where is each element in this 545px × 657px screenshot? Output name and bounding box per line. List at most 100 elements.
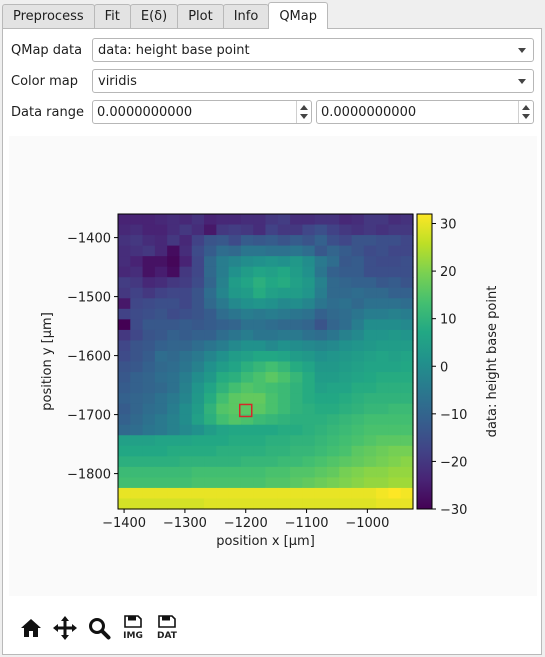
heatmap-cell[interactable] — [376, 340, 389, 351]
heatmap-cell[interactable] — [130, 256, 143, 267]
heatmap-cell[interactable] — [266, 225, 279, 236]
heatmap-cell[interactable] — [278, 383, 291, 394]
heatmap-cell[interactable] — [302, 340, 315, 351]
heatmap-cell[interactable] — [179, 288, 192, 299]
heatmap-cell[interactable] — [339, 330, 352, 341]
heatmap-cell[interactable] — [118, 362, 131, 373]
heatmap-cell[interactable] — [204, 351, 217, 362]
heatmap-cell[interactable] — [204, 246, 217, 257]
heatmap-cell[interactable] — [143, 309, 156, 320]
heatmap-cell[interactable] — [327, 298, 340, 309]
heatmap-cell[interactable] — [315, 467, 328, 478]
heatmap-cell[interactable] — [339, 404, 352, 415]
heatmap-cell[interactable] — [327, 446, 340, 457]
heatmap-cell[interactable] — [352, 425, 365, 436]
heatmap-cell[interactable] — [278, 467, 291, 478]
heatmap-cell[interactable] — [302, 351, 315, 362]
heatmap-cell[interactable] — [266, 467, 279, 478]
heatmap-cell[interactable] — [302, 467, 315, 478]
heatmap-cell[interactable] — [216, 383, 229, 394]
data-range-min-input[interactable]: 0.0000000000 — [92, 100, 312, 124]
heatmap-cell[interactable] — [253, 267, 266, 278]
heatmap-cell[interactable] — [401, 340, 414, 351]
heatmap-cell[interactable] — [352, 267, 365, 278]
heatmap-cell[interactable] — [241, 267, 254, 278]
heatmap-cell[interactable] — [253, 340, 266, 351]
heatmap-cell[interactable] — [143, 404, 156, 415]
heatmap-cell[interactable] — [364, 488, 377, 499]
heatmap-cell[interactable] — [253, 372, 266, 383]
heatmap-cell[interactable] — [155, 425, 168, 436]
heatmap-cell[interactable] — [179, 404, 192, 415]
heatmap-cell[interactable] — [192, 298, 205, 309]
heatmap-cell[interactable] — [241, 246, 254, 257]
heatmap-cell[interactable] — [388, 330, 401, 341]
heatmap-cell[interactable] — [388, 372, 401, 383]
heatmap-cell[interactable] — [339, 362, 352, 373]
heatmap-cell[interactable] — [327, 488, 340, 499]
heatmap-cell[interactable] — [290, 309, 303, 320]
heatmap-cell[interactable] — [167, 256, 180, 267]
heatmap-cell[interactable] — [266, 256, 279, 267]
arrow-down-icon[interactable] — [300, 114, 308, 119]
heatmap-cell[interactable] — [315, 477, 328, 488]
heatmap-cell[interactable] — [118, 225, 131, 236]
heatmap-cell[interactable] — [130, 414, 143, 425]
heatmap-cell[interactable] — [179, 267, 192, 278]
heatmap-cell[interactable] — [290, 256, 303, 267]
heatmap-cell[interactable] — [130, 277, 143, 288]
heatmap-cell[interactable] — [179, 488, 192, 499]
heatmap-cell[interactable] — [241, 225, 254, 236]
heatmap-cell[interactable] — [118, 414, 131, 425]
home-button[interactable] — [17, 614, 45, 642]
heatmap-cell[interactable] — [376, 319, 389, 330]
heatmap-cell[interactable] — [290, 435, 303, 446]
heatmap-cell[interactable] — [266, 351, 279, 362]
heatmap-cell[interactable] — [253, 446, 266, 457]
heatmap-cell[interactable] — [179, 425, 192, 436]
heatmap-cell[interactable] — [388, 351, 401, 362]
heatmap-cell[interactable] — [130, 435, 143, 446]
heatmap-cell[interactable] — [401, 393, 414, 404]
heatmap-cell[interactable] — [401, 404, 414, 415]
heatmap-cell[interactable] — [302, 225, 315, 236]
spin-buttons[interactable] — [296, 101, 311, 123]
heatmap-cell[interactable] — [155, 214, 168, 225]
heatmap-cell[interactable] — [364, 404, 377, 415]
heatmap-cell[interactable] — [388, 477, 401, 488]
heatmap-cell[interactable] — [302, 330, 315, 341]
heatmap-cell[interactable] — [130, 351, 143, 362]
heatmap-cell[interactable] — [130, 267, 143, 278]
heatmap-cell[interactable] — [192, 425, 205, 436]
heatmap-cell[interactable] — [179, 235, 192, 246]
heatmap-cell[interactable] — [388, 488, 401, 499]
heatmap-cell[interactable] — [302, 256, 315, 267]
heatmap-cell[interactable] — [302, 214, 315, 225]
heatmap-cell[interactable] — [327, 225, 340, 236]
heatmap-cell[interactable] — [290, 456, 303, 467]
heatmap-cell[interactable] — [290, 330, 303, 341]
heatmap-cell[interactable] — [118, 467, 131, 478]
heatmap-cell[interactable] — [130, 340, 143, 351]
heatmap-cell[interactable] — [118, 372, 131, 383]
heatmap-cell[interactable] — [364, 235, 377, 246]
heatmap-cell[interactable] — [266, 498, 279, 509]
heatmap-cell[interactable] — [388, 267, 401, 278]
heatmap-cell[interactable] — [130, 477, 143, 488]
heatmap-cell[interactable] — [401, 288, 414, 299]
heatmap-cell[interactable] — [143, 467, 156, 478]
heatmap-cell[interactable] — [204, 446, 217, 457]
heatmap-cell[interactable] — [401, 246, 414, 257]
heatmap-cell[interactable] — [352, 498, 365, 509]
heatmap-cell[interactable] — [302, 456, 315, 467]
heatmap-cell[interactable] — [167, 467, 180, 478]
heatmap-cell[interactable] — [352, 488, 365, 499]
heatmap-cell[interactable] — [364, 414, 377, 425]
heatmap-cell[interactable] — [143, 414, 156, 425]
heatmap-cell[interactable] — [241, 488, 254, 499]
heatmap-cell[interactable] — [302, 435, 315, 446]
heatmap-cell[interactable] — [352, 414, 365, 425]
heatmap-cell[interactable] — [241, 446, 254, 457]
heatmap-cell[interactable] — [118, 340, 131, 351]
heatmap-cell[interactable] — [216, 340, 229, 351]
